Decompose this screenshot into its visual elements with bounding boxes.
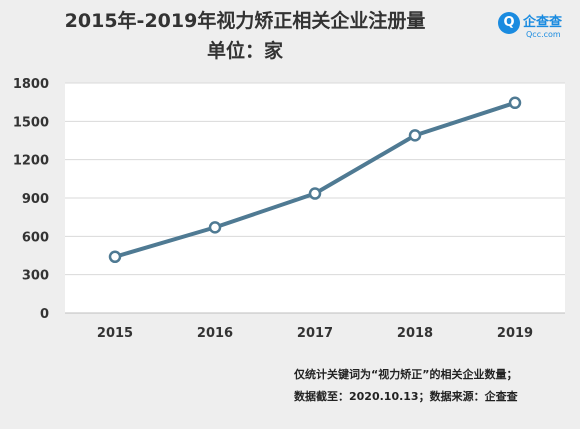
y-tick-label-0: 0: [40, 307, 49, 322]
y-tick-label-1500: 1500: [13, 115, 49, 130]
x-tick-label-2016: 2016: [197, 326, 233, 341]
x-tick-label-2015: 2015: [97, 326, 133, 341]
qcc-logo: Q 企查查 Qcc.com: [498, 10, 576, 46]
data-point-2015: [108, 250, 122, 264]
x-tick-label-2017: 2017: [297, 326, 333, 341]
data-point-2016: [208, 221, 222, 234]
y-tick-label-300: 300: [22, 269, 49, 284]
chart-subtitle: 单位：家: [206, 40, 283, 62]
x-tick-label-2018: 2018: [397, 326, 433, 341]
y-tick-label-1800: 1800: [13, 77, 49, 92]
x-tick-label-2019: 2019: [497, 326, 533, 341]
data-point-2018: [408, 129, 422, 142]
y-tick-label-1200: 1200: [13, 154, 49, 169]
qcc-logo-icon: Q: [498, 12, 520, 34]
y-tick-label-600: 600: [22, 230, 49, 245]
data-point-2017: [308, 187, 322, 200]
data-point-2019: [508, 96, 522, 110]
y-tick-label-900: 900: [22, 192, 49, 207]
qcc-logo-domain: Qcc.com: [526, 30, 561, 39]
qcc-logo-name: 企查查: [523, 15, 563, 30]
footnote-source: 数据截至：2020.10.13；数据来源：企查查: [294, 390, 518, 403]
footnote-scope: 仅统计关键词为“视力矫正”的相关企业数量；: [294, 368, 518, 381]
chart-title: 2015年-2019年视力矫正相关企业注册量: [64, 10, 426, 32]
